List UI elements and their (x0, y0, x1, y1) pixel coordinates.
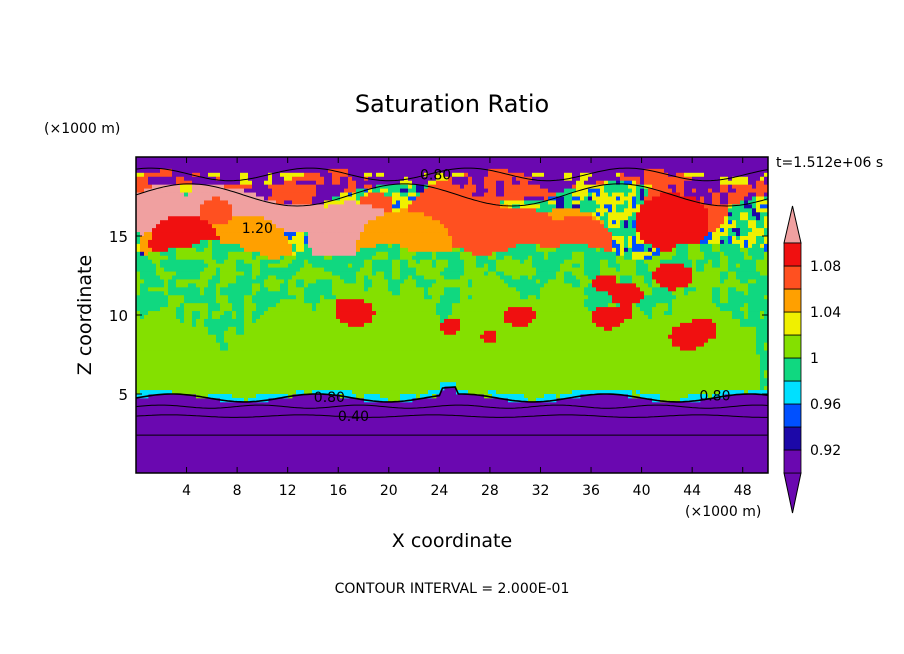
plot-area (136, 157, 768, 473)
y-tick-label: 10 (109, 307, 128, 325)
x-axis-title: X coordinate (392, 530, 512, 552)
colorbar-swatch (783, 242, 802, 267)
colorbar-swatch (783, 403, 802, 428)
colorbar-swatch (783, 288, 802, 313)
contour-labels: 0.80 0.40 0.80 1.20 0.80 (242, 167, 731, 425)
colorbar-swatch (783, 426, 802, 451)
chart-title: Saturation Ratio (355, 90, 549, 118)
y-tick-label: 15 (109, 228, 128, 246)
contour-label: 1.20 (242, 221, 273, 237)
x-tick-label: 8 (233, 483, 242, 499)
contour-label: 0.80 (420, 167, 451, 183)
colorbar-label: 0.92 (810, 443, 841, 459)
contour-interval-footer: CONTOUR INTERVAL = 2.000E-01 (335, 581, 570, 597)
colorbar-swatch (783, 449, 802, 474)
x-tick-label: 36 (582, 483, 600, 499)
x-tick-label: 32 (532, 483, 550, 499)
colorbar-label: 1 (810, 351, 819, 367)
x-tick-label: 16 (329, 483, 347, 499)
x-tick-label: 12 (279, 483, 297, 499)
x-axis: 4 8 12 16 20 24 28 32 36 40 44 48 (182, 157, 752, 499)
y-unit-label: (×1000 m) (44, 121, 120, 137)
colorbar: 0.92 0.96 1 1.04 1.08 (783, 205, 841, 514)
colorbar-under-triangle (783, 472, 802, 514)
colorbar-swatch (783, 265, 802, 290)
y-axis-title: Z coordinate (74, 255, 96, 375)
contour-label: 0.40 (338, 409, 369, 425)
colorbar-swatch (783, 334, 802, 359)
x-tick-label: 48 (734, 483, 752, 499)
colorbar-label: 0.96 (810, 397, 841, 413)
colorbar-label: 1.04 (810, 305, 841, 321)
contour-label: 0.80 (699, 389, 730, 405)
time-label: t=1.512e+06 s (776, 155, 883, 171)
colorbar-swatch (783, 311, 802, 336)
x-tick-label: 20 (380, 483, 398, 499)
colorbar-label: 1.08 (810, 259, 841, 275)
x-tick-label: 4 (182, 483, 191, 499)
contour-lines (136, 167, 768, 436)
y-tick-label: 5 (118, 386, 128, 404)
colorbar-swatch (783, 357, 802, 382)
x-tick-label: 24 (430, 483, 448, 499)
x-tick-label: 44 (683, 483, 701, 499)
x-tick-label: 40 (633, 483, 651, 499)
x-unit-label: (×1000 m) (685, 504, 761, 520)
x-tick-label: 28 (481, 483, 499, 499)
y-axis: 5 10 15 (109, 228, 768, 404)
contour-label: 0.80 (314, 390, 345, 406)
colorbar-over-triangle (783, 205, 802, 244)
colorbar-swatch (783, 380, 802, 405)
